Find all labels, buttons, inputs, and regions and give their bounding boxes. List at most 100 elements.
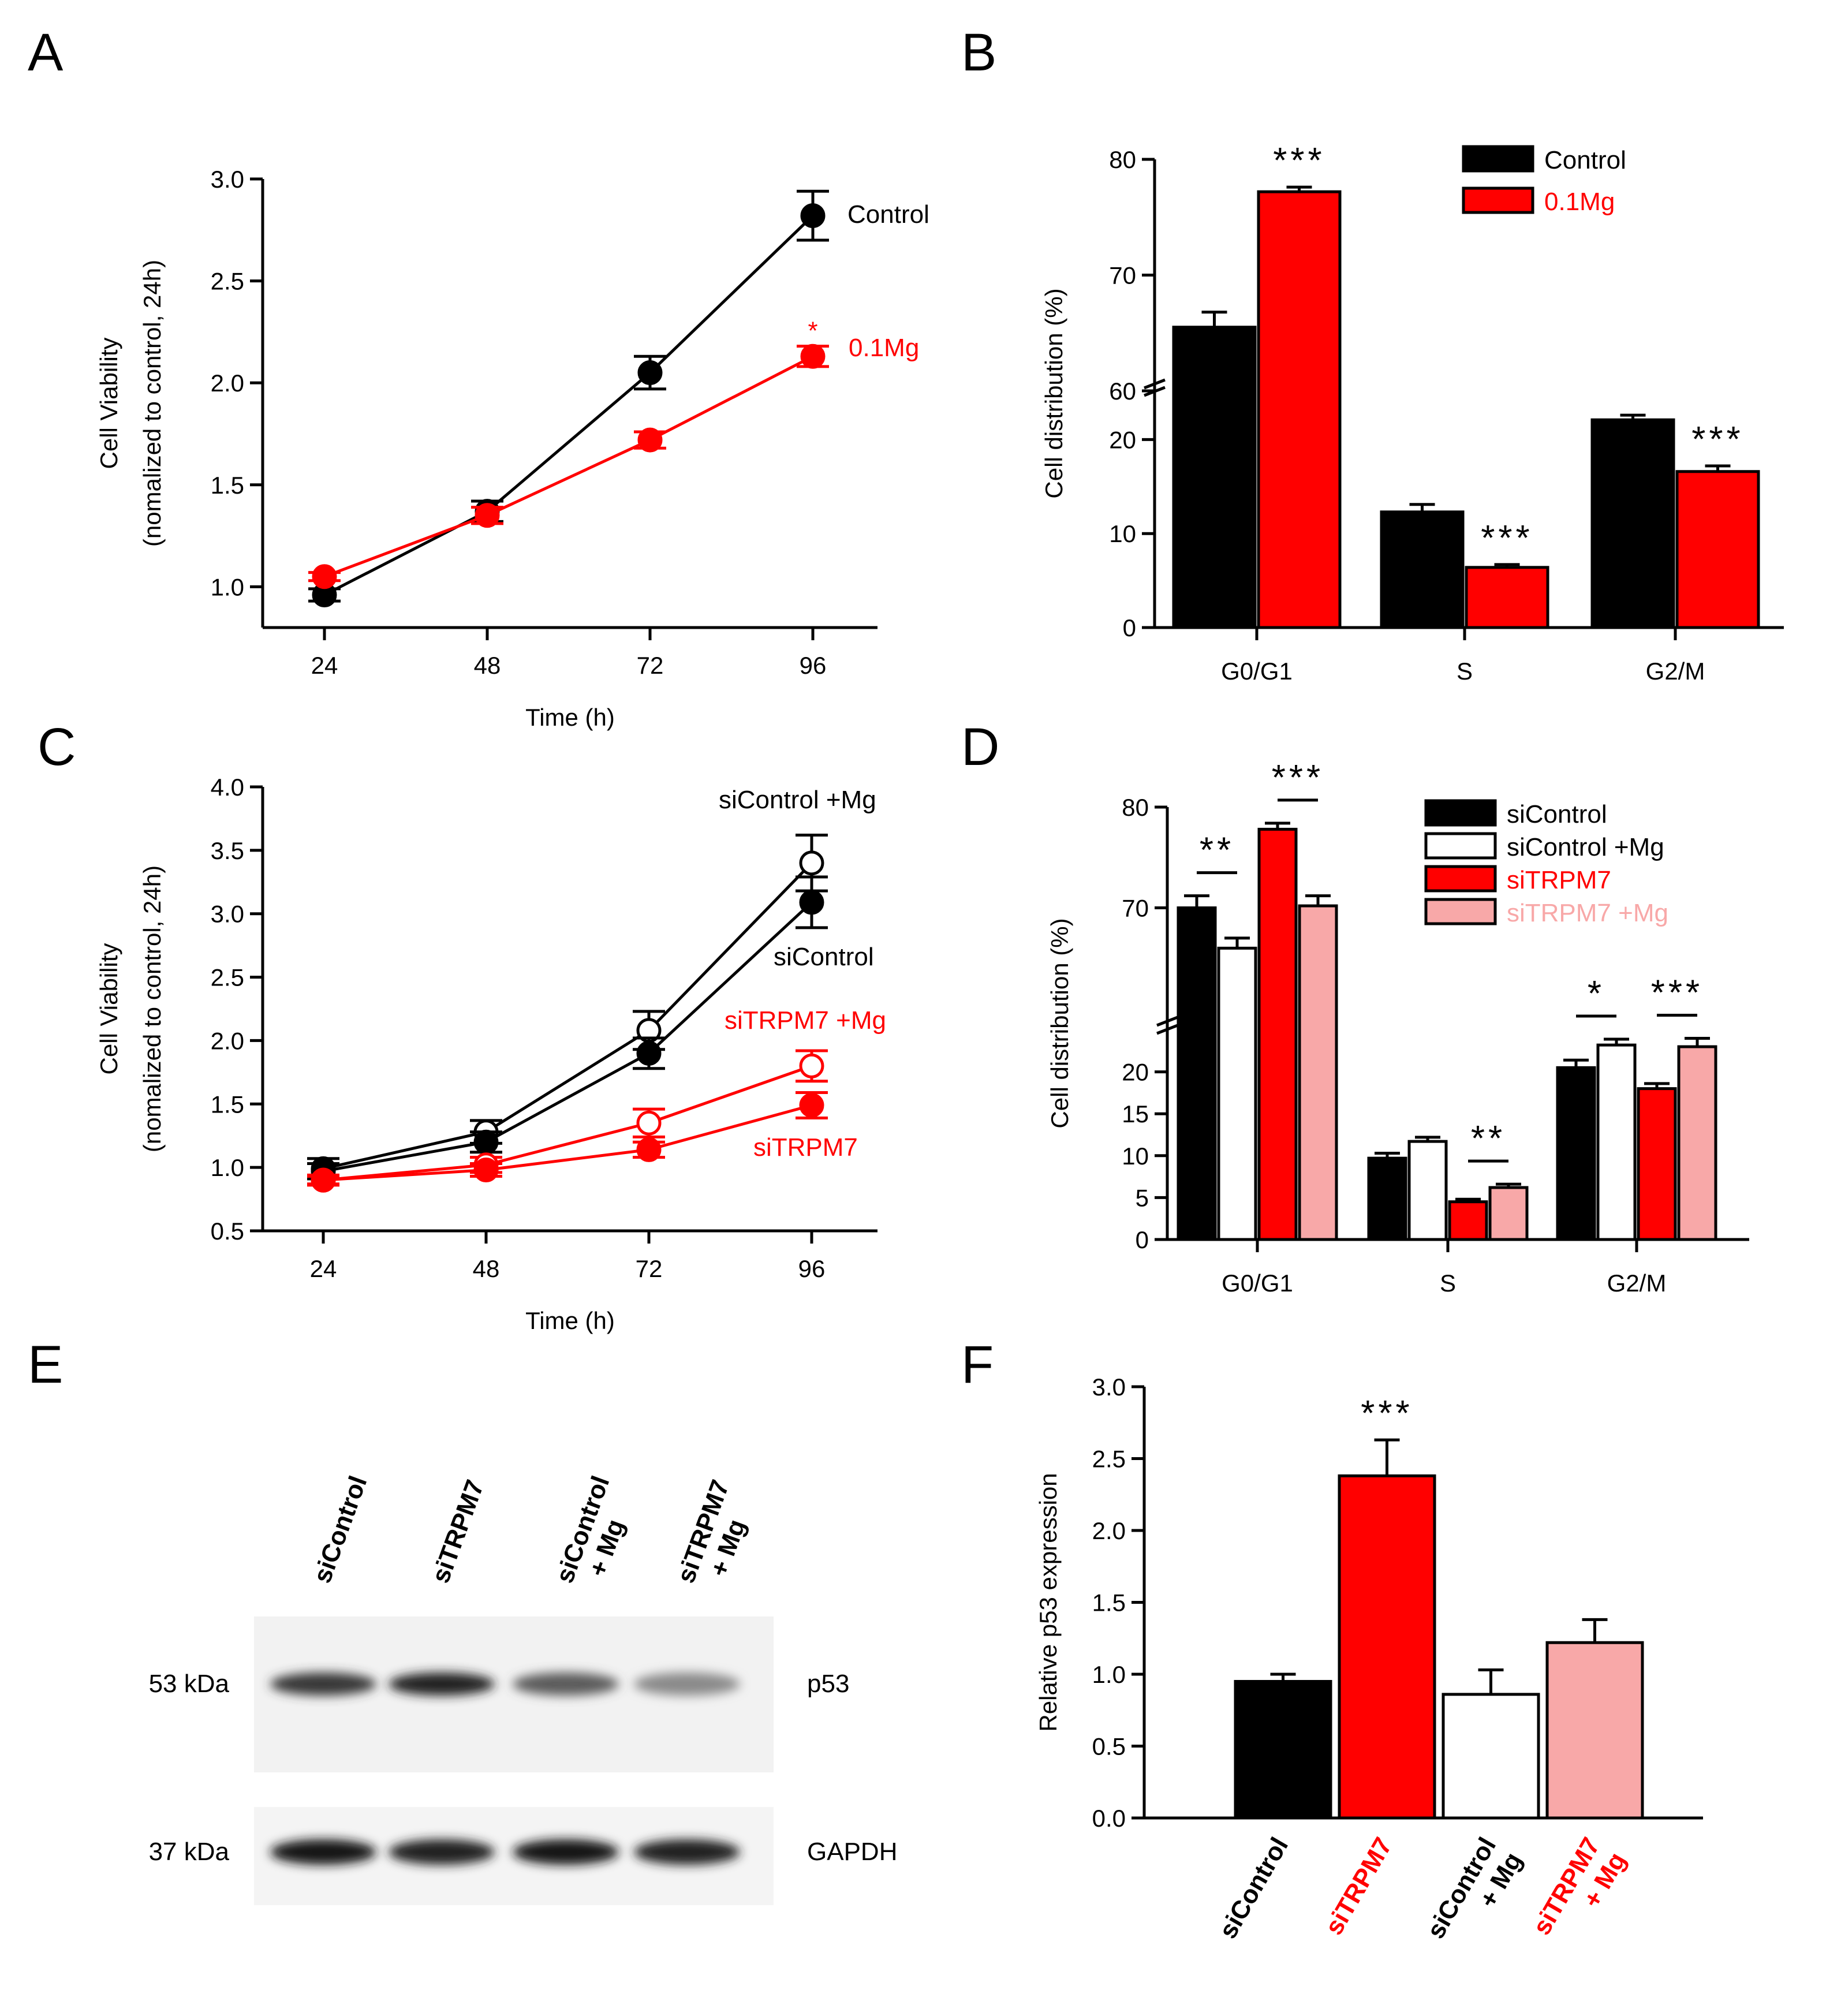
data-point — [637, 360, 663, 386]
y-tick-label: 4.0 — [211, 774, 244, 801]
blot-band — [389, 1672, 495, 1696]
legend-swatch — [1424, 799, 1497, 827]
band-target-label: p53 — [807, 1670, 849, 1698]
legend-label: siTRPM7 +Mg — [1507, 899, 1668, 927]
panel-letter-f: F — [961, 1335, 994, 1394]
category-label-line: siControl — [1213, 1833, 1294, 1944]
bar — [1367, 1156, 1407, 1241]
significance-stars: ** — [1200, 831, 1234, 871]
molecular-weight-label: 37 kDa — [149, 1838, 230, 1866]
category-label: siTRPM7+ Mg — [1528, 1833, 1631, 1955]
y-axis-label: Cell distribution (%) — [1040, 288, 1067, 498]
significance-stars: ** — [1471, 1119, 1506, 1159]
significance-stars: *** — [1272, 758, 1324, 798]
blot-band — [270, 1672, 376, 1696]
panel-e-western-blot: 53 kDa p53 37 kDa GAPDH siControl siTRPM7 siCo… — [149, 1472, 897, 1905]
blot-band — [634, 1672, 740, 1696]
blot-band — [513, 1839, 619, 1865]
y-tick-label: 2.5 — [211, 268, 244, 295]
blot-band — [389, 1839, 495, 1865]
data-point — [637, 427, 663, 453]
x-tick-label: 72 — [636, 1255, 663, 1282]
y-tick-label: 3.5 — [211, 837, 244, 864]
x-tick-label: G2/M — [1607, 1270, 1667, 1297]
category-label: siControl — [1213, 1833, 1294, 1944]
bar — [1257, 827, 1298, 1241]
bar — [1596, 1043, 1637, 1241]
x-tick-label: 48 — [474, 652, 501, 679]
panel-d-chart: 0 5 10 15 20 70 80 Cell distribution (%) G0/G1 S G… — [1046, 758, 1749, 1297]
series-label: siTRPM7 +Mg — [725, 1006, 886, 1035]
bar — [1590, 418, 1675, 629]
panel-a-chart: 1.0 1.5 2.0 2.5 3.0 24 48 72 96 Time (h) Cell Viab… — [95, 166, 929, 731]
data-point — [799, 1053, 824, 1078]
data-point — [473, 1129, 499, 1155]
y-tick-label: 1.0 — [211, 1154, 244, 1181]
data-point — [799, 1092, 824, 1118]
bar — [1177, 906, 1217, 1241]
x-tick-label: 24 — [311, 652, 338, 679]
bar — [1556, 1066, 1596, 1241]
y-tick-label: 0 — [1136, 1226, 1149, 1253]
series-label: siControl — [774, 943, 874, 971]
y-tick-label: 0.5 — [211, 1218, 244, 1245]
bar — [1234, 1679, 1332, 1820]
y-tick-label: 20 — [1122, 1059, 1149, 1086]
legend-label: siControl +Mg — [1507, 833, 1664, 861]
bar — [1380, 510, 1465, 629]
data-point — [636, 1137, 662, 1162]
data-point — [636, 1110, 662, 1136]
lane-label: siControl — [308, 1472, 372, 1586]
series-line-3 — [323, 1104, 812, 1182]
y-tick-label: 1.5 — [1092, 1589, 1126, 1616]
data-point — [473, 1158, 499, 1183]
significance-stars: *** — [1361, 1394, 1413, 1433]
y-tick-label: 70 — [1109, 262, 1136, 289]
series-line-0 — [323, 862, 813, 1170]
bar — [1545, 1641, 1644, 1820]
x-tick-label: 48 — [473, 1255, 500, 1282]
lane-label-line: siControl — [308, 1472, 372, 1586]
lane-label: siTRPM7+ Mg — [671, 1476, 762, 1596]
bar — [1407, 1140, 1448, 1241]
bar — [1442, 1693, 1540, 1820]
bar — [1298, 904, 1338, 1241]
y-tick-label: 70 — [1122, 895, 1149, 922]
series-label: siTRPM7 — [753, 1133, 858, 1162]
series-label: siControl +Mg — [719, 786, 876, 814]
legend-swatch — [1424, 865, 1497, 893]
y-tick-label: 1.0 — [1092, 1661, 1126, 1688]
blot-band — [513, 1672, 619, 1696]
y-tick-label: 1.0 — [211, 573, 244, 600]
series-label: 0.1Mg — [849, 334, 919, 362]
y-tick-label: 1.5 — [211, 472, 244, 499]
blot-band — [270, 1839, 376, 1865]
y-tick-label: 3.0 — [1092, 1373, 1126, 1401]
panel-c-chart: 0.5 1.0 1.5 2.0 2.5 3.0 3.5 4.0 24 48 72 96 Time (h)… — [95, 774, 886, 1334]
bar — [1217, 946, 1257, 1241]
series-line-1 — [323, 901, 813, 1173]
y-tick-label: 2.0 — [1092, 1517, 1126, 1544]
panel-letter-c: C — [38, 718, 76, 776]
y-tick-label: 60 — [1109, 378, 1136, 405]
x-tick-label: G2/M — [1646, 658, 1705, 685]
molecular-weight-label: 53 kDa — [149, 1670, 230, 1698]
y-axis-label: Cell Viability — [95, 338, 122, 469]
y-tick-label: 1.5 — [211, 1091, 244, 1118]
series-line-2 — [323, 1065, 812, 1182]
y-tick-label: 10 — [1122, 1143, 1149, 1170]
data-point — [636, 1040, 662, 1066]
legend-swatch — [1424, 832, 1497, 860]
significance-star: * — [808, 317, 817, 345]
y-tick-label: 80 — [1122, 794, 1149, 821]
data-point — [800, 344, 826, 369]
y-tick-label: 2.5 — [1092, 1446, 1126, 1473]
x-tick-label: 96 — [798, 1255, 826, 1282]
lane-label: siTRPM7 — [426, 1476, 490, 1586]
y-tick-label: 10 — [1109, 520, 1136, 547]
y-tick-label: 3.0 — [211, 166, 244, 193]
data-point — [799, 850, 824, 876]
series-label: Control — [847, 200, 929, 229]
x-tick-label: S — [1440, 1270, 1456, 1297]
